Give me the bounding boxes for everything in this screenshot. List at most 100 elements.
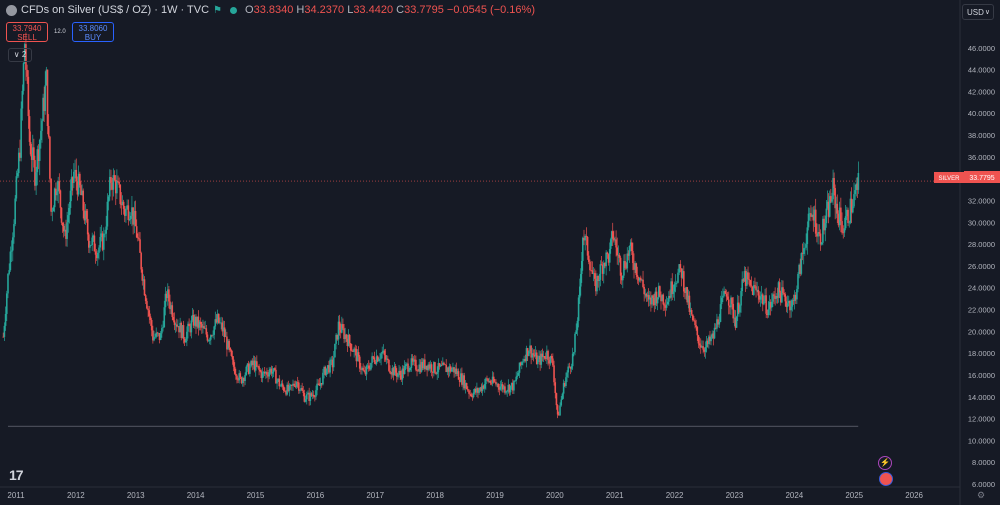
candle-body — [92, 235, 95, 238]
tradingview-logo[interactable]: 17 — [9, 467, 24, 483]
settings-icon[interactable]: ⚙ — [977, 490, 986, 500]
candle-body — [408, 370, 410, 372]
candle-body — [838, 207, 841, 226]
candle-body — [193, 316, 196, 326]
indicators-toggle-button[interactable]: ∨ 2 — [8, 48, 32, 62]
candle-body — [119, 184, 122, 205]
price-axis[interactable]: 46.0000 44.0000 42.0000 40.0000 38.0000 36.00… — [959, 0, 995, 505]
candle-body — [494, 381, 496, 383]
candle-body — [282, 386, 285, 391]
candle-body — [458, 379, 461, 383]
candle-body — [186, 331, 188, 341]
candle-body — [412, 359, 415, 362]
candle-body — [204, 328, 207, 329]
candle-body — [277, 378, 279, 381]
flag-icon[interactable]: ⚑ — [213, 4, 223, 16]
buy-button[interactable]: 33.8060 BUY — [72, 22, 114, 42]
x-tick-label: 2013 — [127, 491, 145, 500]
candle-body — [279, 385, 282, 387]
candle-body — [444, 364, 446, 365]
candle-body — [671, 281, 674, 294]
candle-body — [488, 380, 491, 382]
candle-body — [159, 333, 162, 341]
candle-body — [257, 365, 259, 367]
us-flag-icon[interactable] — [879, 472, 893, 486]
candle-body — [802, 248, 805, 254]
y-tick-label: 36.0000 — [968, 153, 995, 162]
candle-body — [743, 271, 746, 282]
candle-body — [258, 366, 260, 370]
candle-body — [304, 399, 307, 402]
time-axis[interactable]: 2011 2012 2013 2014 2015 2016 2017 2018 2019 2020… — [0, 486, 960, 500]
close-value: 33.7795 — [404, 4, 444, 16]
candle-body — [630, 242, 633, 252]
candle-body — [344, 334, 346, 340]
spread-value: 12.0 — [54, 29, 66, 35]
candle-body — [697, 335, 700, 344]
candle-body — [542, 356, 545, 358]
candle-body — [294, 385, 297, 387]
candle-body — [781, 287, 783, 303]
candle-body — [524, 358, 527, 361]
candle-body — [489, 380, 492, 384]
y-tick-label: 42.0000 — [968, 87, 995, 96]
lightning-icon[interactable]: ⚡ — [878, 456, 892, 470]
candle-body — [89, 245, 91, 248]
candle-body — [62, 226, 65, 232]
candle-body — [229, 347, 232, 351]
chevron-down-icon: ∨ — [984, 9, 990, 16]
sell-button[interactable]: 33.7940 SELL — [6, 22, 48, 42]
candle-body — [146, 301, 148, 309]
candle-body — [246, 363, 249, 367]
candle-body — [585, 235, 588, 237]
candle-body — [580, 260, 583, 275]
candle-body — [529, 345, 531, 352]
candle-body — [158, 332, 161, 341]
candle-body — [720, 297, 723, 305]
candle-body — [135, 226, 138, 238]
candle-body — [754, 285, 756, 287]
candle-body — [476, 388, 478, 393]
candle-body — [287, 384, 290, 391]
candle-body — [463, 375, 466, 389]
candle-body — [346, 338, 349, 347]
currency-select[interactable]: USD ∨ — [962, 4, 994, 20]
candle-body — [632, 251, 634, 264]
candle-body — [31, 147, 34, 160]
candle-body — [814, 209, 817, 234]
candle-body — [99, 236, 101, 248]
candle-body — [361, 367, 363, 370]
candle-body — [35, 172, 37, 186]
candle-body — [210, 335, 212, 340]
candle-body — [95, 254, 98, 259]
candle-body — [738, 302, 740, 313]
candle-body — [138, 238, 140, 240]
candle-body — [415, 359, 417, 370]
candle-body — [215, 319, 218, 323]
candle-body — [280, 383, 283, 386]
candle-body — [677, 272, 679, 283]
candle-body — [849, 198, 852, 223]
candle-body — [326, 365, 329, 369]
candle-body — [567, 366, 569, 373]
candle-body — [453, 367, 455, 373]
candle-body — [379, 358, 381, 360]
candle-body — [396, 372, 398, 377]
candle-body — [685, 287, 687, 293]
candle-body — [46, 69, 49, 127]
candle-body — [212, 334, 214, 336]
candle-body — [602, 262, 605, 274]
candle-body — [139, 239, 141, 253]
symbol-title[interactable]: CFDs on Silver (US$ / OZ) · 1W · TVC — [21, 4, 210, 16]
candle-body — [706, 340, 709, 344]
candle-body — [113, 175, 116, 180]
candle-body — [338, 321, 341, 330]
candle-body — [772, 294, 774, 302]
candle-body — [332, 357, 335, 368]
candle-body — [764, 295, 766, 302]
candle-body — [854, 190, 857, 195]
candle-body — [589, 261, 591, 271]
candle-body — [843, 228, 846, 233]
y-tick-label: 14.0000 — [968, 393, 995, 402]
